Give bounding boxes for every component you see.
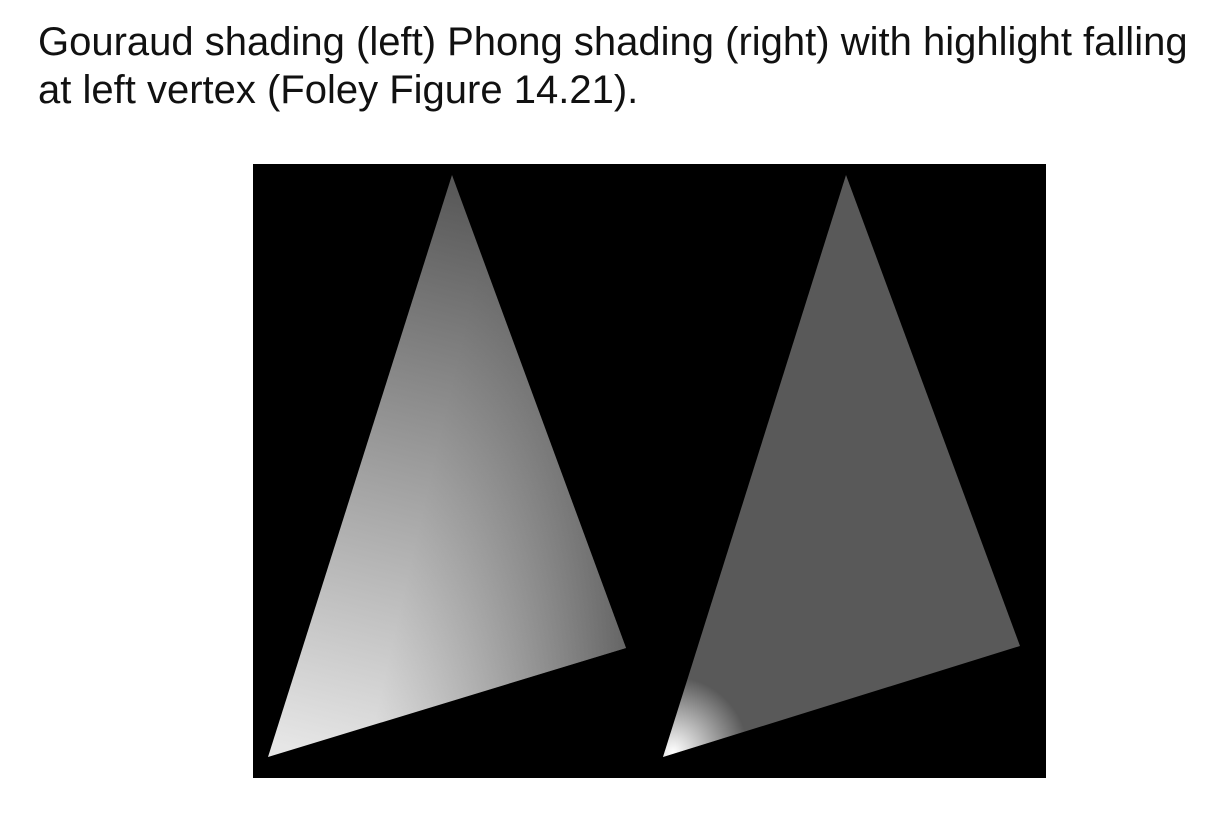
shading-comparison-image <box>268 175 1020 757</box>
gouraud-panel <box>268 175 626 757</box>
gouraud-triangle-shading <box>268 175 626 757</box>
shading-figure <box>253 164 1046 778</box>
figure-caption: Gouraud shading (left) Phong shading (ri… <box>38 20 1188 112</box>
phong-panel <box>663 175 1020 757</box>
phong-highlight <box>663 175 1020 757</box>
